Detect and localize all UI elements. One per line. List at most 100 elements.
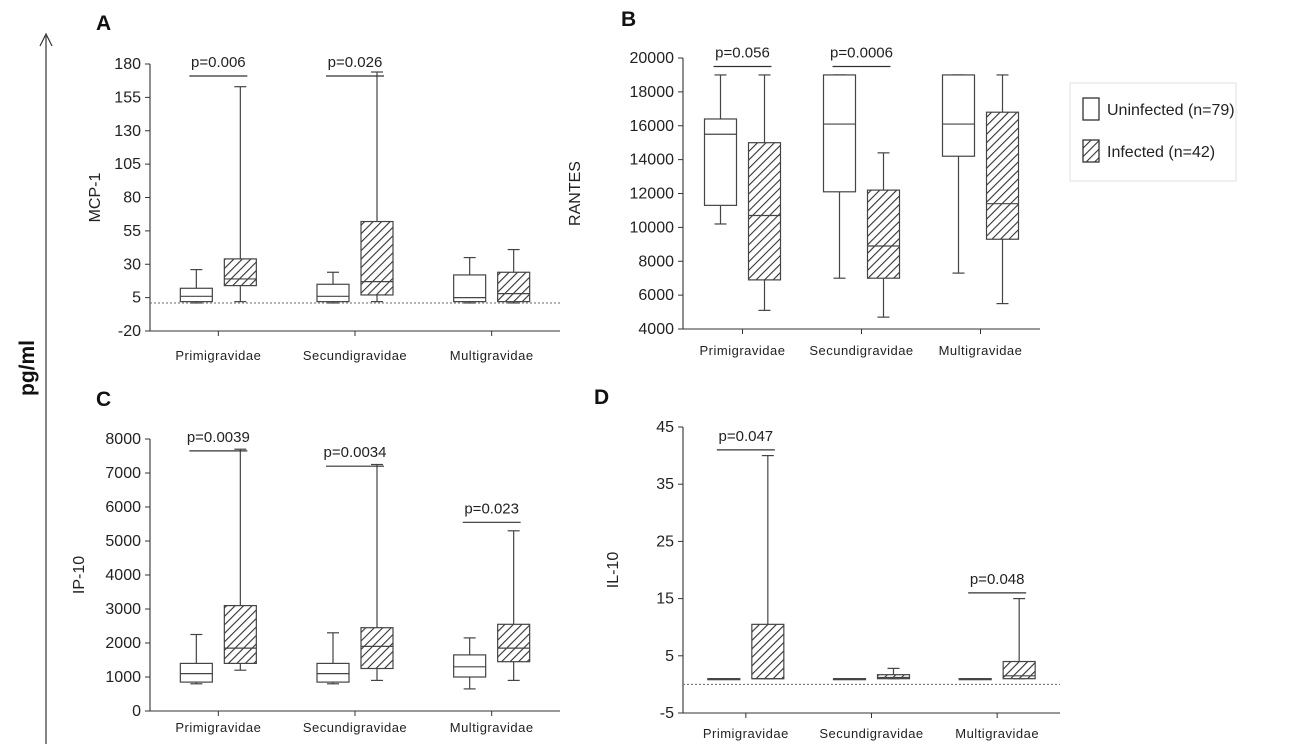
panel-c-box-multigravidae-infected [497,530,531,682]
panel-a-pvalue-label: p=0.026 [328,54,383,71]
panel-a-y-tick-label: 80 [123,190,141,207]
legend-label-uninfected: Uninfected (n=79) [1107,102,1235,119]
legend-label-infected: Infected (n=42) [1107,144,1215,161]
panel-a-pvalue-label: p=0.006 [191,54,246,71]
panel-b-box-primigravidae-uninfected-iqr [703,118,738,206]
legend-swatch-uninfected [1082,97,1100,121]
panel-b: B 4000 6000 8000 10000 12000 14000 16000 18000 20… [567,8,1040,358]
legend-swatch-infected [1082,139,1100,163]
panel-d-y-tick-label: 25 [656,533,674,550]
panel-c-box-multigravidae-uninfected-iqr [453,654,487,678]
panel-b-y-tick-label: 14000 [630,152,675,169]
panel-c-category-secundigravidae: Secundigravidae [303,720,407,735]
panel-d-category-secundigravidae: Secundigravidae [819,726,923,741]
panel-d-y-tick-label: -5 [660,705,674,722]
panel-b-y-tick-label: 10000 [630,219,675,236]
unit-axis-label: pg/ml [16,340,39,396]
panel-c: C 0 1000 2000 3000 4000 5000 6000 7000 8000 IP-10 P… [71,388,560,735]
panel-d-box-multigravidae-uninfected [958,678,992,681]
panel-d-box-primigravidae-infected [751,455,785,680]
panel-a-y-tick-label: 5 [132,290,141,307]
panel-a-box-primigravidae-infected-iqr [223,258,257,287]
panel-d: D -5 5 15 25 35 45 IL-10 Primigravidae Secundigra… [594,386,1060,741]
panel-b-pvalue-label: p=0.0006 [830,44,893,61]
panel-c-y-tick-label: 4000 [105,567,141,584]
panel-a-category-multigravidae: Multigravidae [450,348,534,363]
panel-b-y-tick-label: 18000 [630,84,675,101]
panel-b-box-multigravidae-infected [985,74,1020,305]
panel-a-box-secundigravidae-uninfected-iqr [316,283,350,303]
panel-c-y-tick-label: 6000 [105,499,141,516]
panel-c-pvalue-label: p=0.0034 [324,444,387,461]
panel-d-box-multigravidae-infected-iqr [1002,660,1036,680]
panel-c-category-multigravidae: Multigravidae [450,720,534,735]
panel-c-y-label: IP-10 [71,556,88,594]
panel-d-letter: D [594,386,609,409]
panel-c-y-tick-label: 3000 [105,601,141,618]
panel-b-y-tick-label: 20000 [630,50,675,67]
panel-d-y-tick-label: 5 [665,648,674,665]
panel-c-box-multigravidae-uninfected [453,637,487,690]
panels: A-205305580105130155180MCP-1Primigravida… [71,8,1060,741]
panel-c-category-primigravidae: Primigravidae [175,720,261,735]
unit-axis-arrowhead [39,32,53,47]
panel-c-letter: C [96,388,111,411]
panel-a: A -20 5 30 55 80 105 130 155 180 MCP-1 Primigravida… [87,12,560,363]
panel-d-y-label: IL-10 [605,552,622,589]
panel-c-y-tick-label: 5000 [105,533,141,550]
panel-a-category-primigravidae: Primigravidae [175,348,261,363]
panel-b-box-primigravidae-infected-iqr [747,142,782,281]
panel-d-y-tick-label: 35 [656,476,674,493]
panel-a-y-tick-label: 130 [114,123,141,140]
unit-axis: pg/ml [16,32,53,744]
panel-d-box-secundigravidae-infected-iqr [876,674,911,680]
panel-b-category-secundigravidae: Secundigravidae [809,343,913,358]
panel-c-y-tick-label: 1000 [105,669,141,686]
legend: Uninfected (n=79) Infected (n=42) [1069,82,1237,182]
panel-c-box-secundigravidae-uninfected [316,632,350,685]
panel-b-pvalue-label: p=0.056 [715,44,770,61]
panel-b-y-tick-label: 8000 [638,253,674,270]
panel-c-pvalue-label: p=0.0039 [187,429,250,446]
panel-a-box-multigravidae-infected-iqr [497,271,531,303]
panel-b-box-multigravidae-infected-iqr [985,111,1020,240]
panel-c-box-primigravidae-uninfected [179,633,213,685]
panel-a-box-secundigravidae-infected-iqr [360,220,394,296]
panel-a-y-tick-label: -20 [118,323,141,340]
panel-a-letter: A [96,12,111,35]
panel-d-box-multigravidae-infected [1002,597,1036,680]
panel-d-category-multigravidae: Multigravidae [955,726,1039,741]
panel-c-box-multigravidae-infected-iqr [497,623,531,663]
panel-a-category-secundigravidae: Secundigravidae [303,348,407,363]
panel-c-y-tick-label: 2000 [105,635,141,652]
panel-b-y-label: RANTES [567,161,584,226]
panel-b-y-tick-label: 6000 [638,287,674,304]
panel-b-category-multigravidae: Multigravidae [939,343,1023,358]
panel-b-y-tick-label: 16000 [630,118,675,135]
panel-a-y-tick-label: 155 [114,89,141,106]
panel-c-box-primigravidae-infected [223,448,257,671]
panel-b-y-tick-label: 4000 [638,321,674,338]
panel-b-letter: B [621,8,636,31]
panel-d-category-primigravidae: Primigravidae [703,726,789,741]
panel-a-y-label: MCP-1 [87,173,104,223]
panel-b-box-primigravidae-infected [747,74,782,311]
panel-d-y-tick-label: 45 [656,419,674,436]
panel-a-box-primigravidae-uninfected [179,268,213,304]
panel-b-box-secundigravidae-infected [866,152,901,318]
panel-c-y-tick-label: 7000 [105,465,141,482]
panel-b-box-secundigravidae-uninfected-iqr [822,74,857,193]
panel-d-pvalue-label: p=0.047 [719,428,774,445]
panel-a-y-tick-label: 105 [114,156,141,173]
panel-d-y-tick-label: 15 [656,591,674,608]
panel-c-box-secundigravidae-infected-iqr [360,627,394,670]
panel-d-box-secundigravidae-uninfected [832,678,867,681]
panel-d-box-primigravidae-infected-iqr [751,623,785,680]
panel-c-box-primigravidae-uninfected-iqr [179,662,213,683]
panel-d-pvalue-label: p=0.048 [970,571,1025,588]
panel-a-y-tick-label: 30 [123,256,141,273]
panel-b-box-multigravidae-uninfected [941,74,976,274]
panel-b-box-multigravidae-uninfected-iqr [941,74,976,157]
panel-b-category-primigravidae: Primigravidae [700,343,786,358]
